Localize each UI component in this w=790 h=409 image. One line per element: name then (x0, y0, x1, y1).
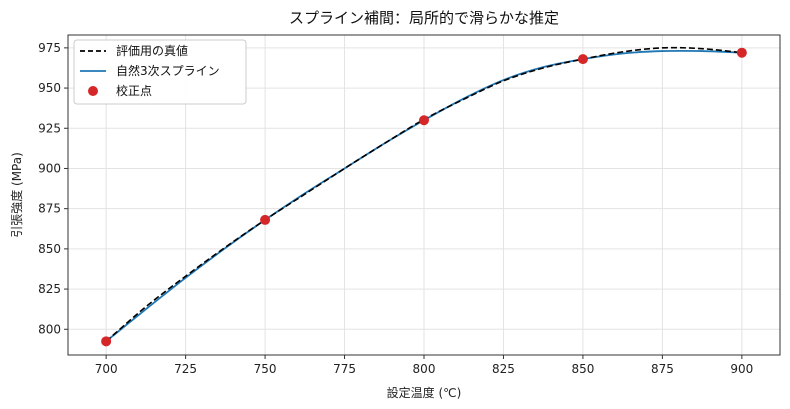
legend-box (73, 39, 247, 105)
legend-swatch-marker (88, 86, 98, 96)
y-tick-label: 825 (38, 282, 61, 296)
y-axis-title: 引張強度 (MPa) (9, 152, 24, 238)
x-tick-label: 700 (95, 362, 118, 376)
legend-label: 自然3次スプライン (116, 63, 220, 78)
plot-area (101, 46, 747, 347)
legend-label: 校正点 (116, 83, 152, 98)
y-tick-label: 975 (38, 41, 61, 55)
axis-ticks: 700 725 750 775 800 825 850 875 900 800 825 850 875 9… (38, 41, 753, 376)
y-tick-label: 850 (38, 242, 61, 256)
x-tick-label: 900 (730, 362, 753, 376)
x-axis-title: 設定温度 (℃) (387, 385, 462, 400)
x-tick-label: 825 (492, 362, 515, 376)
y-tick-label: 800 (38, 322, 61, 336)
calibration-point (419, 115, 429, 126)
x-tick-label: 725 (174, 362, 197, 376)
x-tick-label: 875 (651, 362, 674, 376)
legend-label: 評価用の真値 (116, 43, 188, 58)
calibration-point (260, 214, 271, 225)
y-tick-label: 925 (38, 121, 61, 135)
x-tick-label: 775 (333, 362, 356, 376)
y-tick-label: 900 (38, 161, 61, 175)
grid (68, 35, 780, 355)
x-tick-label: 750 (254, 362, 277, 376)
y-tick-label: 950 (38, 81, 61, 95)
chart-title: スプライン補間：局所的で滑らかな推定 (289, 9, 559, 27)
x-tick-label: 850 (571, 362, 594, 376)
calibration-point (736, 47, 747, 58)
calibration-point (577, 54, 588, 65)
y-tick-label: 875 (38, 202, 61, 216)
calibration-point (101, 336, 112, 347)
x-tick-label: 800 (413, 362, 436, 376)
